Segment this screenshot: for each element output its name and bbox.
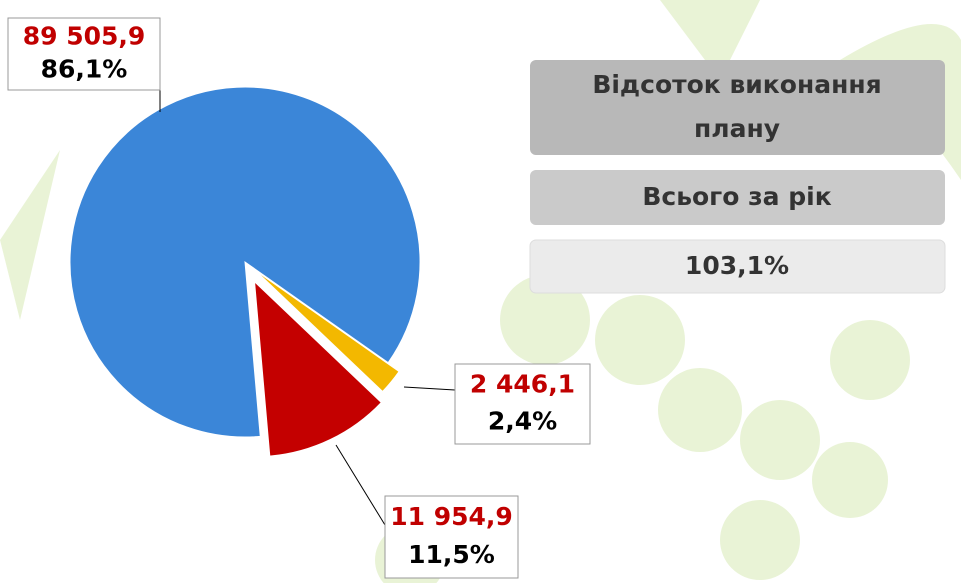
percent-label: 2,4% xyxy=(488,406,557,435)
percent-label: 86,1% xyxy=(41,55,128,84)
pie-slice xyxy=(70,87,420,437)
value-label: 89 505,9 xyxy=(23,21,146,50)
chart: Відсоток виконання плану Всього за рік 1… xyxy=(0,0,961,583)
panel-period: Всього за рік xyxy=(642,182,831,211)
leader-line xyxy=(336,445,385,525)
value-label: 11 954,9 xyxy=(390,502,513,531)
panel-title-line: плану xyxy=(694,114,780,143)
leader-line xyxy=(404,387,455,390)
panel-value: 103,1% xyxy=(685,251,789,280)
panel-title-line: Відсоток виконання xyxy=(592,70,881,99)
percent-label: 11,5% xyxy=(408,540,495,569)
value-label: 2 446,1 xyxy=(470,370,575,399)
